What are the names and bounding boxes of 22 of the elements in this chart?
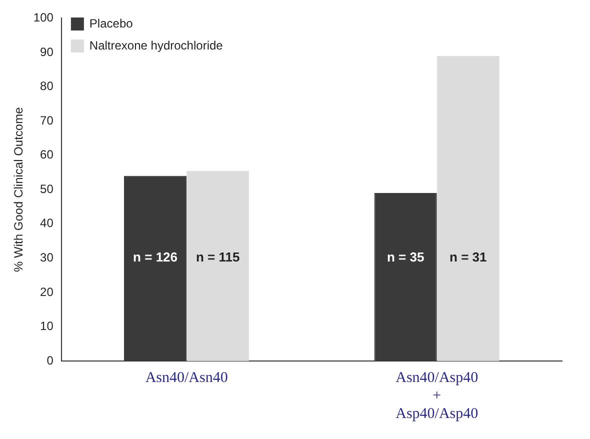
annotation: n = 115 [196, 250, 240, 265]
y-tick-label: 30 [40, 250, 54, 264]
y-tick-label: 20 [40, 284, 54, 299]
y-tick-label: 90 [40, 44, 54, 59]
y-tick-label: 70 [40, 113, 54, 128]
annotation: n = 31 [450, 250, 487, 265]
y-tick-label: 10 [40, 319, 54, 334]
y-tick-label: 100 [33, 10, 54, 25]
y-tick-label: 50 [40, 182, 54, 196]
y-tick-label: 0 [46, 353, 54, 368]
x-tick-label: Asn40/Asn40 [145, 370, 228, 386]
annotation: n = 35 [386, 250, 424, 265]
bar [436, 56, 500, 361]
legend-label: Naltrexone hydrochloride [89, 38, 224, 52]
x-tick-label: Asn40/Asp40 + Asp40/Asp40 [396, 370, 478, 422]
y-tick-label: 40 [40, 216, 54, 230]
y-axis-title: % With Good Clinical Outcome [12, 106, 26, 272]
y-tick-label: 60 [40, 148, 54, 162]
y-tick-label: 80 [40, 79, 54, 94]
legend-label: Placebo [89, 16, 134, 30]
annotation: n = 126 [133, 250, 178, 265]
bar [186, 170, 250, 361]
